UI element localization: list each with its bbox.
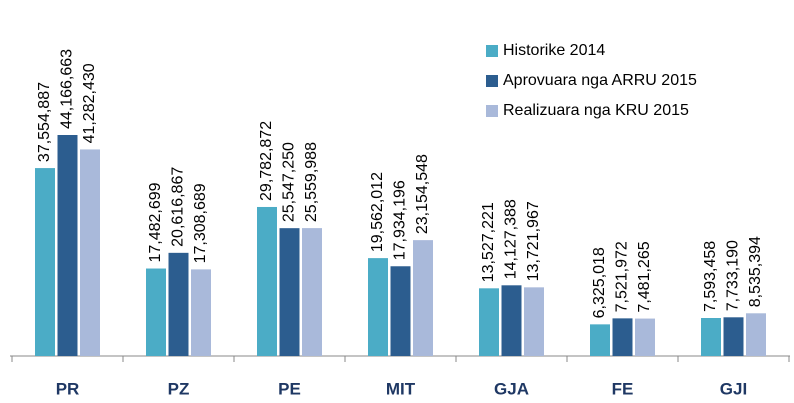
data-label: 23,154,548 bbox=[414, 154, 431, 234]
legend-label: Realizuara nga KRU 2015 bbox=[503, 102, 689, 119]
data-label: 13,527,221 bbox=[480, 202, 497, 282]
data-label: 20,616,867 bbox=[170, 167, 187, 247]
legend-swatch bbox=[486, 105, 498, 117]
bar bbox=[746, 313, 766, 356]
bar bbox=[723, 317, 744, 356]
data-label: 7,733,190 bbox=[725, 240, 742, 311]
bar bbox=[257, 206, 277, 356]
data-label: 7,521,972 bbox=[614, 241, 631, 312]
legend-swatch bbox=[486, 75, 498, 87]
bar bbox=[35, 168, 55, 356]
bar bbox=[612, 318, 633, 356]
bar bbox=[524, 287, 544, 356]
bar bbox=[146, 268, 166, 356]
bar bbox=[701, 318, 721, 356]
bar bbox=[302, 228, 322, 356]
bar bbox=[57, 135, 78, 356]
data-label: 7,481,265 bbox=[636, 241, 653, 312]
data-label: 8,535,394 bbox=[747, 236, 764, 307]
x-tick-label: MIT bbox=[386, 379, 416, 398]
x-tick-label: GJA bbox=[494, 379, 529, 398]
bar bbox=[479, 288, 499, 356]
data-label: 7,593,458 bbox=[702, 241, 719, 312]
data-label: 25,547,250 bbox=[281, 142, 298, 222]
data-label: 6,325,018 bbox=[591, 247, 608, 318]
x-tick-label: FE bbox=[612, 379, 634, 398]
bar bbox=[635, 318, 655, 356]
legend-swatch bbox=[486, 45, 498, 57]
data-label: 44,166,663 bbox=[59, 49, 76, 129]
data-label: 29,782,872 bbox=[258, 121, 275, 201]
legend-label: Historike 2014 bbox=[503, 42, 605, 59]
x-tick-label: GJI bbox=[720, 379, 747, 398]
data-label: 41,282,430 bbox=[81, 63, 98, 143]
data-label: 17,934,196 bbox=[392, 180, 409, 260]
data-label: 14,127,388 bbox=[503, 199, 520, 279]
bar bbox=[390, 266, 411, 356]
x-tick-label: PR bbox=[56, 379, 80, 398]
bar bbox=[191, 269, 211, 356]
data-label: 13,721,967 bbox=[525, 201, 542, 281]
bar bbox=[590, 324, 610, 356]
x-tick-label: PE bbox=[278, 379, 301, 398]
data-label: 17,482,699 bbox=[147, 182, 164, 262]
bar bbox=[168, 252, 189, 356]
data-label: 17,308,689 bbox=[192, 183, 209, 263]
bar bbox=[80, 149, 100, 356]
data-label: 25,559,988 bbox=[303, 142, 320, 222]
bar bbox=[368, 258, 388, 356]
bar bbox=[501, 285, 522, 356]
data-label: 19,562,012 bbox=[369, 172, 386, 252]
x-tick-label: PZ bbox=[168, 379, 190, 398]
data-label: 37,554,887 bbox=[36, 82, 53, 162]
bar bbox=[279, 228, 300, 356]
bar bbox=[413, 240, 433, 356]
legend-label: Aprovuara nga ARRU 2015 bbox=[503, 72, 697, 89]
